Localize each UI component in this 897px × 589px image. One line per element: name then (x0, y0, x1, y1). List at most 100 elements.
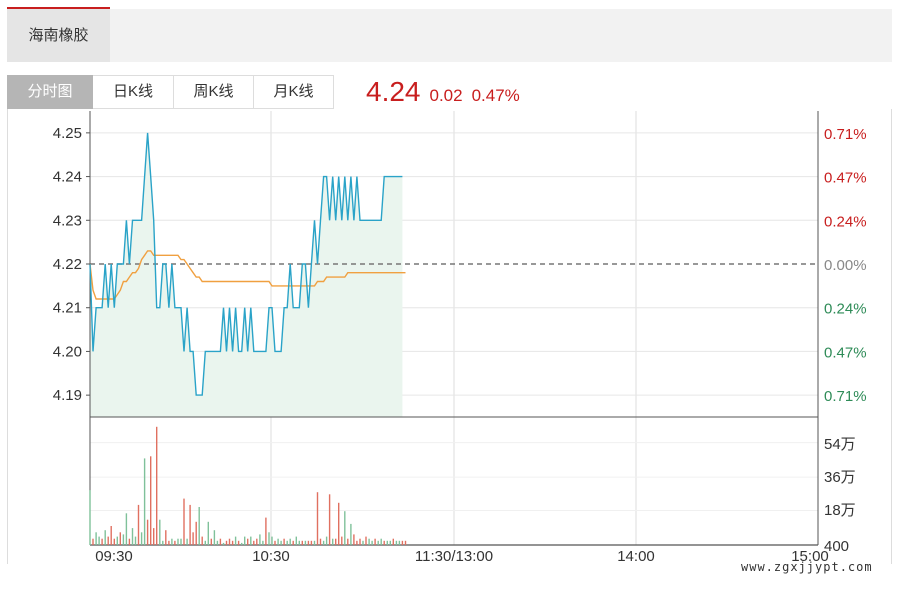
volume-bar (316, 492, 319, 545)
volume-bar (356, 540, 358, 545)
volume-bar (89, 490, 91, 545)
time-tick-label: 14:00 (617, 548, 655, 564)
volume-tick-label: 36万 (824, 469, 856, 486)
volume-bar (253, 540, 255, 545)
volume-bar (107, 536, 109, 545)
percent-tick-label: 0.47% (824, 344, 867, 361)
watermark: www.zgxjjypt.com (741, 560, 873, 574)
percent-tick-label: 0.24% (824, 301, 867, 318)
volume-bar (113, 538, 115, 545)
volume-bar (304, 540, 307, 545)
volume-bar (122, 534, 125, 545)
tab-daily-k[interactable]: 日K线 (93, 75, 174, 109)
price-change-percent: 0.47% (471, 86, 520, 105)
quote-summary: 4.24 0.02 0.47% (366, 76, 520, 108)
price-area-fill (90, 132, 403, 417)
volume-bar (159, 519, 161, 545)
volume-bar (368, 538, 370, 545)
volume-bar (234, 536, 237, 545)
volume-bar (231, 540, 234, 545)
volume-bar (183, 498, 185, 545)
volume-bar (380, 538, 382, 545)
volume-bar (335, 538, 337, 545)
volume-bar (150, 456, 152, 545)
grid-lines (90, 111, 818, 545)
volume-bar (298, 540, 300, 545)
chart-tabs: 分时图 日K线 周K线 月K线 (7, 75, 334, 109)
volume-bar (371, 540, 373, 545)
tab-weekly-k[interactable]: 周K线 (174, 75, 254, 109)
volume-bar (268, 532, 270, 545)
time-tick-label: 10:30 (252, 548, 290, 564)
volume-bar (219, 538, 222, 545)
volume-bar (204, 540, 206, 545)
volume-bar (328, 494, 331, 545)
volume-bar (222, 542, 225, 545)
time-tick-label: 11:30/13:00 (415, 548, 493, 564)
last-price: 4.24 (366, 76, 421, 107)
volume-bar (210, 538, 212, 545)
volume-bar (207, 521, 209, 545)
intraday-chart: 4.25 4.24 4.23 4.22 4.21 4.20 4.19 0.71% 0.47% 0.… (53, 111, 867, 564)
volume-bar (319, 538, 322, 545)
volume-bar (95, 532, 97, 545)
volume-bar (250, 536, 252, 545)
chart-frame: 4.25 4.24 4.23 4.22 4.21 4.20 4.19 0.71% 0.47% 0.… (7, 109, 892, 564)
volume-bar (325, 536, 328, 545)
price-line (89, 132, 403, 396)
volume-bar (140, 532, 143, 545)
volume-bar (383, 540, 385, 545)
volume-bar (119, 532, 121, 545)
volume-bar (353, 534, 355, 545)
volume-bar (350, 523, 352, 545)
volume-bar (228, 538, 231, 545)
volume-bar (201, 536, 203, 545)
volume-bar (398, 540, 401, 545)
volume-bar (344, 511, 346, 545)
volume-bar (374, 538, 376, 545)
volume-bar (274, 540, 276, 545)
volume-bar (271, 536, 273, 545)
volume-bar (171, 538, 173, 545)
volume-bar (162, 540, 164, 545)
volume-bar (116, 536, 118, 545)
price-tick-label: 4.25 (53, 125, 82, 142)
volume-bar (347, 538, 349, 545)
volume-bar (259, 534, 261, 545)
price-tick-label: 4.22 (53, 256, 82, 273)
percent-tick-label: 0.47% (824, 170, 867, 187)
volume-bar (307, 540, 310, 545)
tab-intraday[interactable]: 分时图 (7, 75, 93, 109)
average-price-line (89, 250, 406, 300)
volume-bar (301, 540, 303, 545)
volume-bar (338, 502, 340, 545)
volume-bar (292, 540, 294, 545)
volume-tick-label: 54万 (824, 436, 856, 453)
volume-bar (313, 540, 316, 545)
volume-bar (180, 538, 182, 545)
volume-bar (386, 540, 388, 545)
volume-bar (143, 458, 146, 545)
price-tick-label: 4.23 (53, 212, 82, 229)
volume-bar (341, 536, 343, 545)
volume-bar (177, 538, 179, 545)
volume-bar (392, 538, 394, 545)
header-bar: 海南橡胶 (7, 7, 892, 62)
volume-bar (277, 538, 279, 545)
volume-bar (262, 540, 264, 545)
volume-tick-label: 400 (824, 538, 849, 555)
volume-bar (195, 521, 197, 545)
volume-tick-label: 18万 (824, 502, 856, 519)
volume-bar (289, 538, 291, 545)
volume-bar (389, 540, 391, 545)
percent-tick-label: 0.24% (824, 213, 867, 230)
volume-bar (92, 538, 94, 545)
volume-bar (153, 528, 155, 545)
volume-bar (377, 540, 379, 545)
tab-monthly-k[interactable]: 月K线 (254, 75, 334, 109)
volume-bar (101, 538, 103, 545)
stock-name-tab[interactable]: 海南橡胶 (7, 7, 110, 62)
volume-bar (131, 528, 134, 545)
volume-bar (189, 504, 191, 545)
percent-tick-label: 0.71% (824, 126, 867, 143)
